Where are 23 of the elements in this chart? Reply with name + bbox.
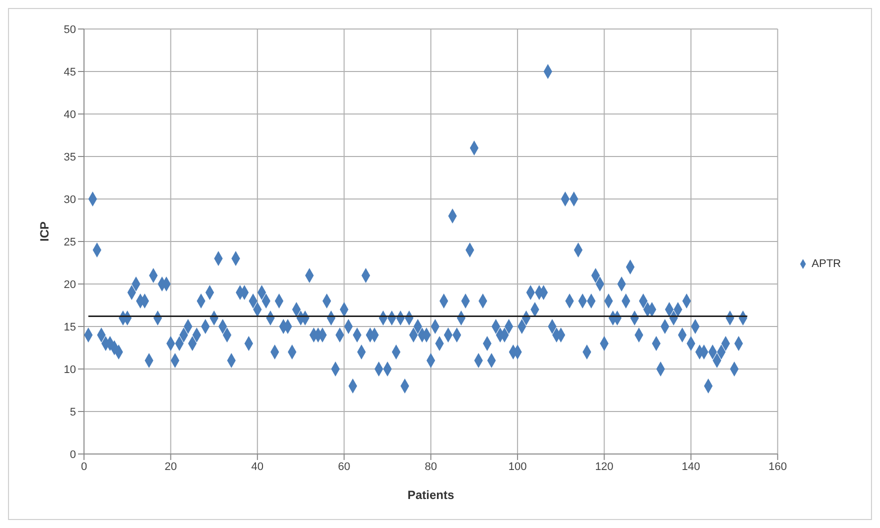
y-tick-label: 50 [64,24,76,36]
legend-label: APTR [812,258,841,270]
x-tick-label: 140 [682,460,700,473]
y-tick-label: 35 [64,151,76,164]
y-tick-label: 0 [70,448,76,461]
y-tick-label: 15 [64,321,76,334]
x-tick-label: 160 [768,460,787,473]
x-tick-label: 20 [164,460,177,473]
x-tick-label: 120 [595,460,614,473]
y-tick-label: 10 [64,364,76,376]
y-axis-title: ICP [37,221,52,242]
x-tick-label: 0 [80,460,88,473]
x-tick-label: 60 [338,460,350,473]
x-tick-label: 80 [424,460,437,473]
x-axis-title: Patients [407,488,454,502]
y-tick-label: 40 [64,108,76,121]
y-tick-label: 45 [64,66,76,78]
y-tick-label: 30 [64,194,76,206]
y-tick-label: 5 [70,406,76,418]
x-tick-label: 100 [508,460,527,473]
x-tick-label: 40 [251,460,264,473]
y-tick-label: 20 [64,278,76,291]
y-tick-label: 25 [64,236,76,248]
